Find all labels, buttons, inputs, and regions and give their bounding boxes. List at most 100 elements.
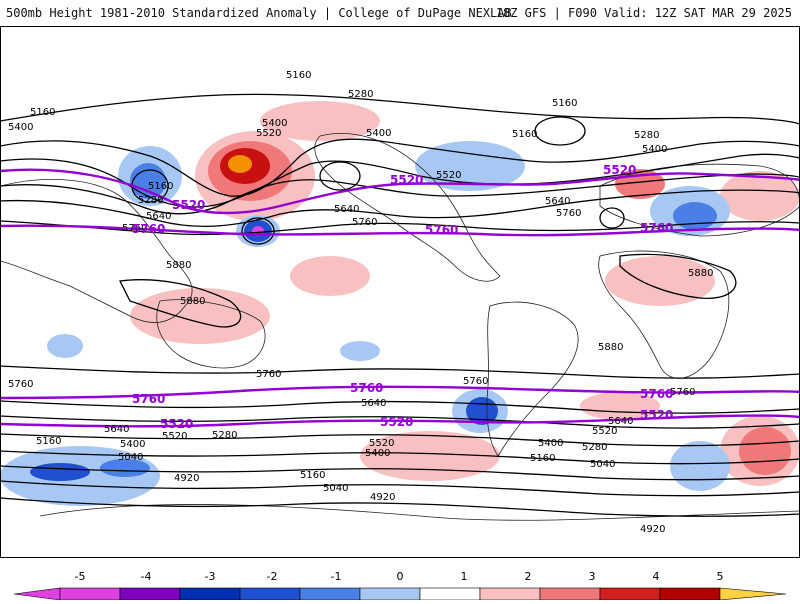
contour-5880-east: [619, 253, 737, 300]
contour-5160-south: [0, 465, 800, 481]
label-5160-a: 5160: [286, 70, 311, 81]
label-5160-e: 5160: [148, 181, 173, 192]
reference-5520-north: [0, 168, 800, 215]
reference-5760-north: [0, 224, 800, 237]
label-5400-c: 5400: [366, 128, 391, 139]
label-5640-a: 5640: [545, 196, 570, 207]
map-title: 500mb Height 1981-2010 Standardized Anom…: [6, 6, 512, 20]
height-contour-labels: 5160 5280 5160 5160 5400 5400 5520 5400 …: [8, 70, 713, 535]
label-4920-c: 4920: [640, 524, 665, 535]
anomaly-negative-asia-2: [130, 163, 166, 199]
label-5760-g: 5760: [670, 387, 695, 398]
anomaly-positive-sub1: [290, 256, 370, 296]
colorbar: -5 -4 -3 -2 -1 0 1 2 3 4 5: [0, 558, 800, 601]
anomaly-negative-sio-east: [670, 441, 730, 491]
anomaly-negative-sio-2: [30, 463, 90, 481]
label-5520-b: 5520: [436, 170, 461, 181]
anomaly-negative-io: [47, 334, 83, 358]
label-5760-e: 5760: [8, 379, 33, 390]
label-5400-d: 5400: [642, 144, 667, 155]
ref-label-5520-e: 5520: [640, 408, 673, 422]
label-5520-a: 5520: [256, 128, 281, 139]
contour-5160-north: [0, 93, 800, 125]
label-4920-a: 4920: [174, 473, 199, 484]
label-5400-e: 5400: [538, 438, 563, 449]
colorbar-tick: 1: [461, 570, 468, 583]
reference-contours: [0, 168, 800, 428]
label-5280-d: 5280: [212, 430, 237, 441]
contour-5280: [0, 138, 800, 197]
label-5880-d: 5880: [598, 342, 623, 353]
ref-label-5520-c: 5520: [172, 198, 205, 212]
label-5760-c: 5760: [122, 223, 147, 234]
label-5280-b: 5280: [634, 130, 659, 141]
label-5880-a: 5880: [166, 260, 191, 271]
label-5640-b: 5640: [334, 204, 359, 215]
reference-contour-labels: 5520 5520 5520 5760 5760 5760 5760 5760 …: [132, 163, 673, 431]
anomaly-negative-canada: [415, 141, 525, 191]
colorbar-tick: -1: [331, 570, 342, 583]
label-5040-b: 5040: [590, 459, 615, 470]
ref-label-5520-a: 5520: [390, 173, 423, 187]
ref-label-5760-a: 5760: [425, 223, 458, 237]
reference-5520-south: [0, 414, 800, 428]
ref-label-5520-b: 5520: [603, 163, 636, 177]
colorbar-segment-8: [479, 587, 541, 601]
asia-coast: [0, 179, 193, 323]
anomaly-positive-af: [605, 256, 715, 306]
label-5520-d: 5520: [592, 426, 617, 437]
label-4920-b: 4920: [370, 492, 395, 503]
label-5520-e: 5520: [369, 438, 394, 449]
colorbar-tick: 5: [717, 570, 724, 583]
ref-label-5760-e: 5760: [640, 387, 673, 401]
colorbar-tick: 3: [589, 570, 596, 583]
label-5160-b: 5160: [552, 98, 577, 109]
label-5760-d: 5760: [256, 369, 281, 380]
label-5760-f: 5760: [463, 376, 488, 387]
contour-low-arctic: [534, 116, 586, 146]
label-5160-c: 5160: [30, 107, 55, 118]
contour-5400: [0, 153, 800, 208]
colorbar-segment-7: [419, 587, 481, 601]
ref-label-5760-f: 5760: [132, 392, 165, 406]
anomaly-negative-sio-3: [100, 459, 150, 477]
colorbar-segment-1: [59, 587, 121, 601]
ref-label-5760-b: 5760: [640, 221, 673, 235]
label-5160-d: 5160: [512, 129, 537, 140]
ref-label-5760-d: 5760: [350, 381, 383, 395]
contour-5760-south: [0, 365, 800, 379]
contour-5400-south: [0, 433, 800, 447]
colorbar-tick: 2: [525, 570, 532, 583]
label-5880-b: 5880: [180, 296, 205, 307]
ref-label-5520-d: 5520: [380, 415, 413, 429]
anomaly-positive-npac-4: [228, 155, 252, 173]
label-5280-a: 5280: [348, 89, 373, 100]
label-5520-c: 5520: [162, 431, 187, 442]
colorbar-svg: -5 -4 -3 -2 -1 0 1 2 3 4 5: [13, 570, 787, 601]
contour-5520-south: [0, 415, 800, 429]
colorbar-segment-5: [299, 587, 361, 601]
ref-label-5760-c: 5760: [132, 222, 165, 236]
anomaly-positive-arctic: [260, 101, 380, 141]
contour-5520: [0, 173, 800, 215]
anomaly-positive-eu: [720, 171, 800, 221]
colorbar-segment-12: [719, 587, 787, 601]
label-5040-c: 5040: [323, 483, 348, 494]
colorbar-segment-6: [359, 587, 421, 601]
anomaly-shading: [0, 101, 800, 506]
map-panel[interactable]: 5160 5280 5160 5160 5400 5400 5520 5400 …: [0, 26, 800, 558]
colorbar-ticks: -5 -4 -3 -2 -1 0 1 2 3 4 5: [75, 570, 724, 583]
label-5400-a: 5400: [8, 122, 33, 133]
label-5280-e: 5280: [582, 442, 607, 453]
colorbar-segment-3: [179, 587, 241, 601]
colorbar-tick: -2: [267, 570, 278, 583]
label-5760-b: 5760: [352, 217, 377, 228]
colorbar-tick: -4: [141, 570, 152, 583]
contour-5880-west: [119, 279, 242, 328]
anomaly-map[interactable]: 5160 5280 5160 5160 5400 5400 5520 5400 …: [0, 26, 800, 558]
anomaly-negative-pac: [340, 341, 380, 361]
label-5160-f: 5160: [36, 436, 61, 447]
colorbar-segment-2: [119, 587, 181, 601]
label-5400-g: 5400: [365, 448, 390, 459]
anomaly-positive-sio-2: [739, 427, 791, 475]
